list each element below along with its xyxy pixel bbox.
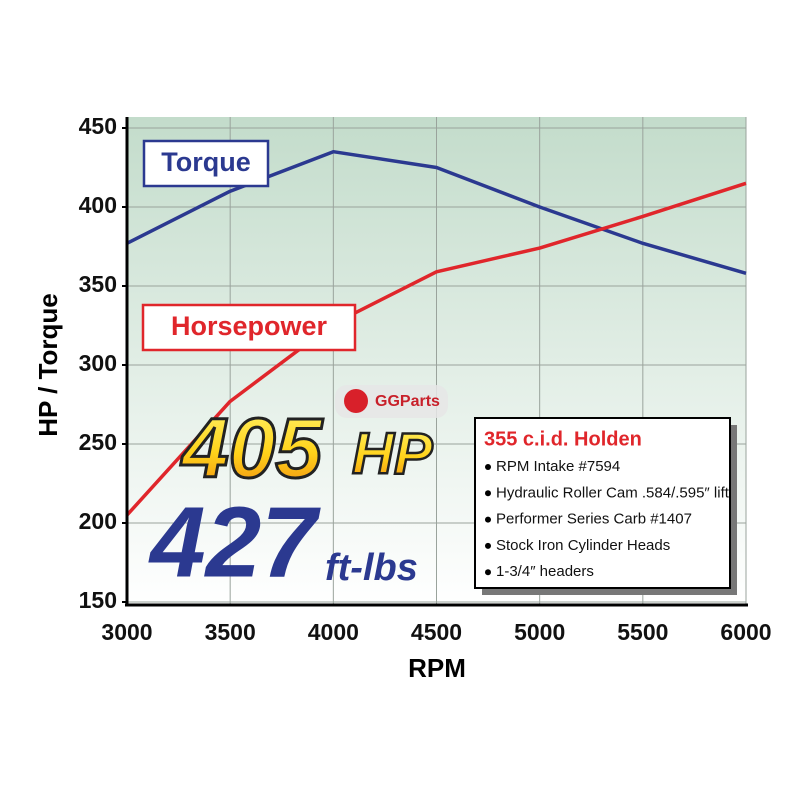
legend-box — [141, 303, 357, 352]
spec-item: RPM Intake #7594 — [496, 458, 620, 475]
x-tick-label: 5500 — [617, 619, 668, 645]
spec-title: 355 c.i.d. Holden — [484, 428, 642, 450]
spec-box — [474, 417, 731, 589]
y-tick-label: 150 — [79, 587, 117, 613]
y-tick-label: 200 — [79, 508, 117, 534]
spec-item: 1-3/4″ headers — [496, 563, 594, 580]
x-tick-label: 5000 — [514, 619, 565, 645]
x-axis-title: RPM — [408, 653, 466, 683]
x-tick-label: 3000 — [101, 619, 152, 645]
watermark-icon — [344, 389, 368, 413]
spec-item: Performer Series Carb #1407 — [496, 511, 692, 528]
bullet — [485, 569, 491, 576]
spec-item: Stock Iron Cylinder Heads — [496, 537, 670, 554]
bullet — [485, 490, 491, 497]
hp-unit: HP — [352, 421, 433, 486]
bullet — [485, 464, 491, 470]
x-tick-label: 6000 — [720, 619, 771, 645]
x-tick-label: 4500 — [411, 619, 462, 645]
torque-unit: ft-lbs — [325, 547, 418, 589]
hp-number: 405 — [180, 401, 323, 495]
y-tick-label: 250 — [79, 429, 117, 455]
x-tick-label: 3500 — [205, 619, 256, 645]
y-tick-label: 450 — [79, 113, 117, 139]
legend-label: Torque — [161, 147, 251, 177]
spec-item: Hydraulic Roller Cam .584/.595″ lift — [496, 484, 730, 501]
legend-box — [142, 139, 270, 188]
legend-label: Horsepower — [171, 311, 328, 341]
torque-number: 427 — [148, 486, 321, 598]
y-tick-label: 300 — [79, 350, 117, 376]
y-axis-title: HP / Torque — [33, 293, 63, 437]
series-line — [125, 181, 747, 517]
x-tick-label: 4000 — [308, 619, 359, 645]
y-tick-label: 350 — [79, 271, 117, 297]
y-tick-label: 400 — [79, 192, 117, 218]
watermark: GGParts — [375, 393, 440, 410]
bullet — [485, 542, 491, 549]
series-line — [126, 149, 747, 276]
bullet — [485, 516, 491, 523]
